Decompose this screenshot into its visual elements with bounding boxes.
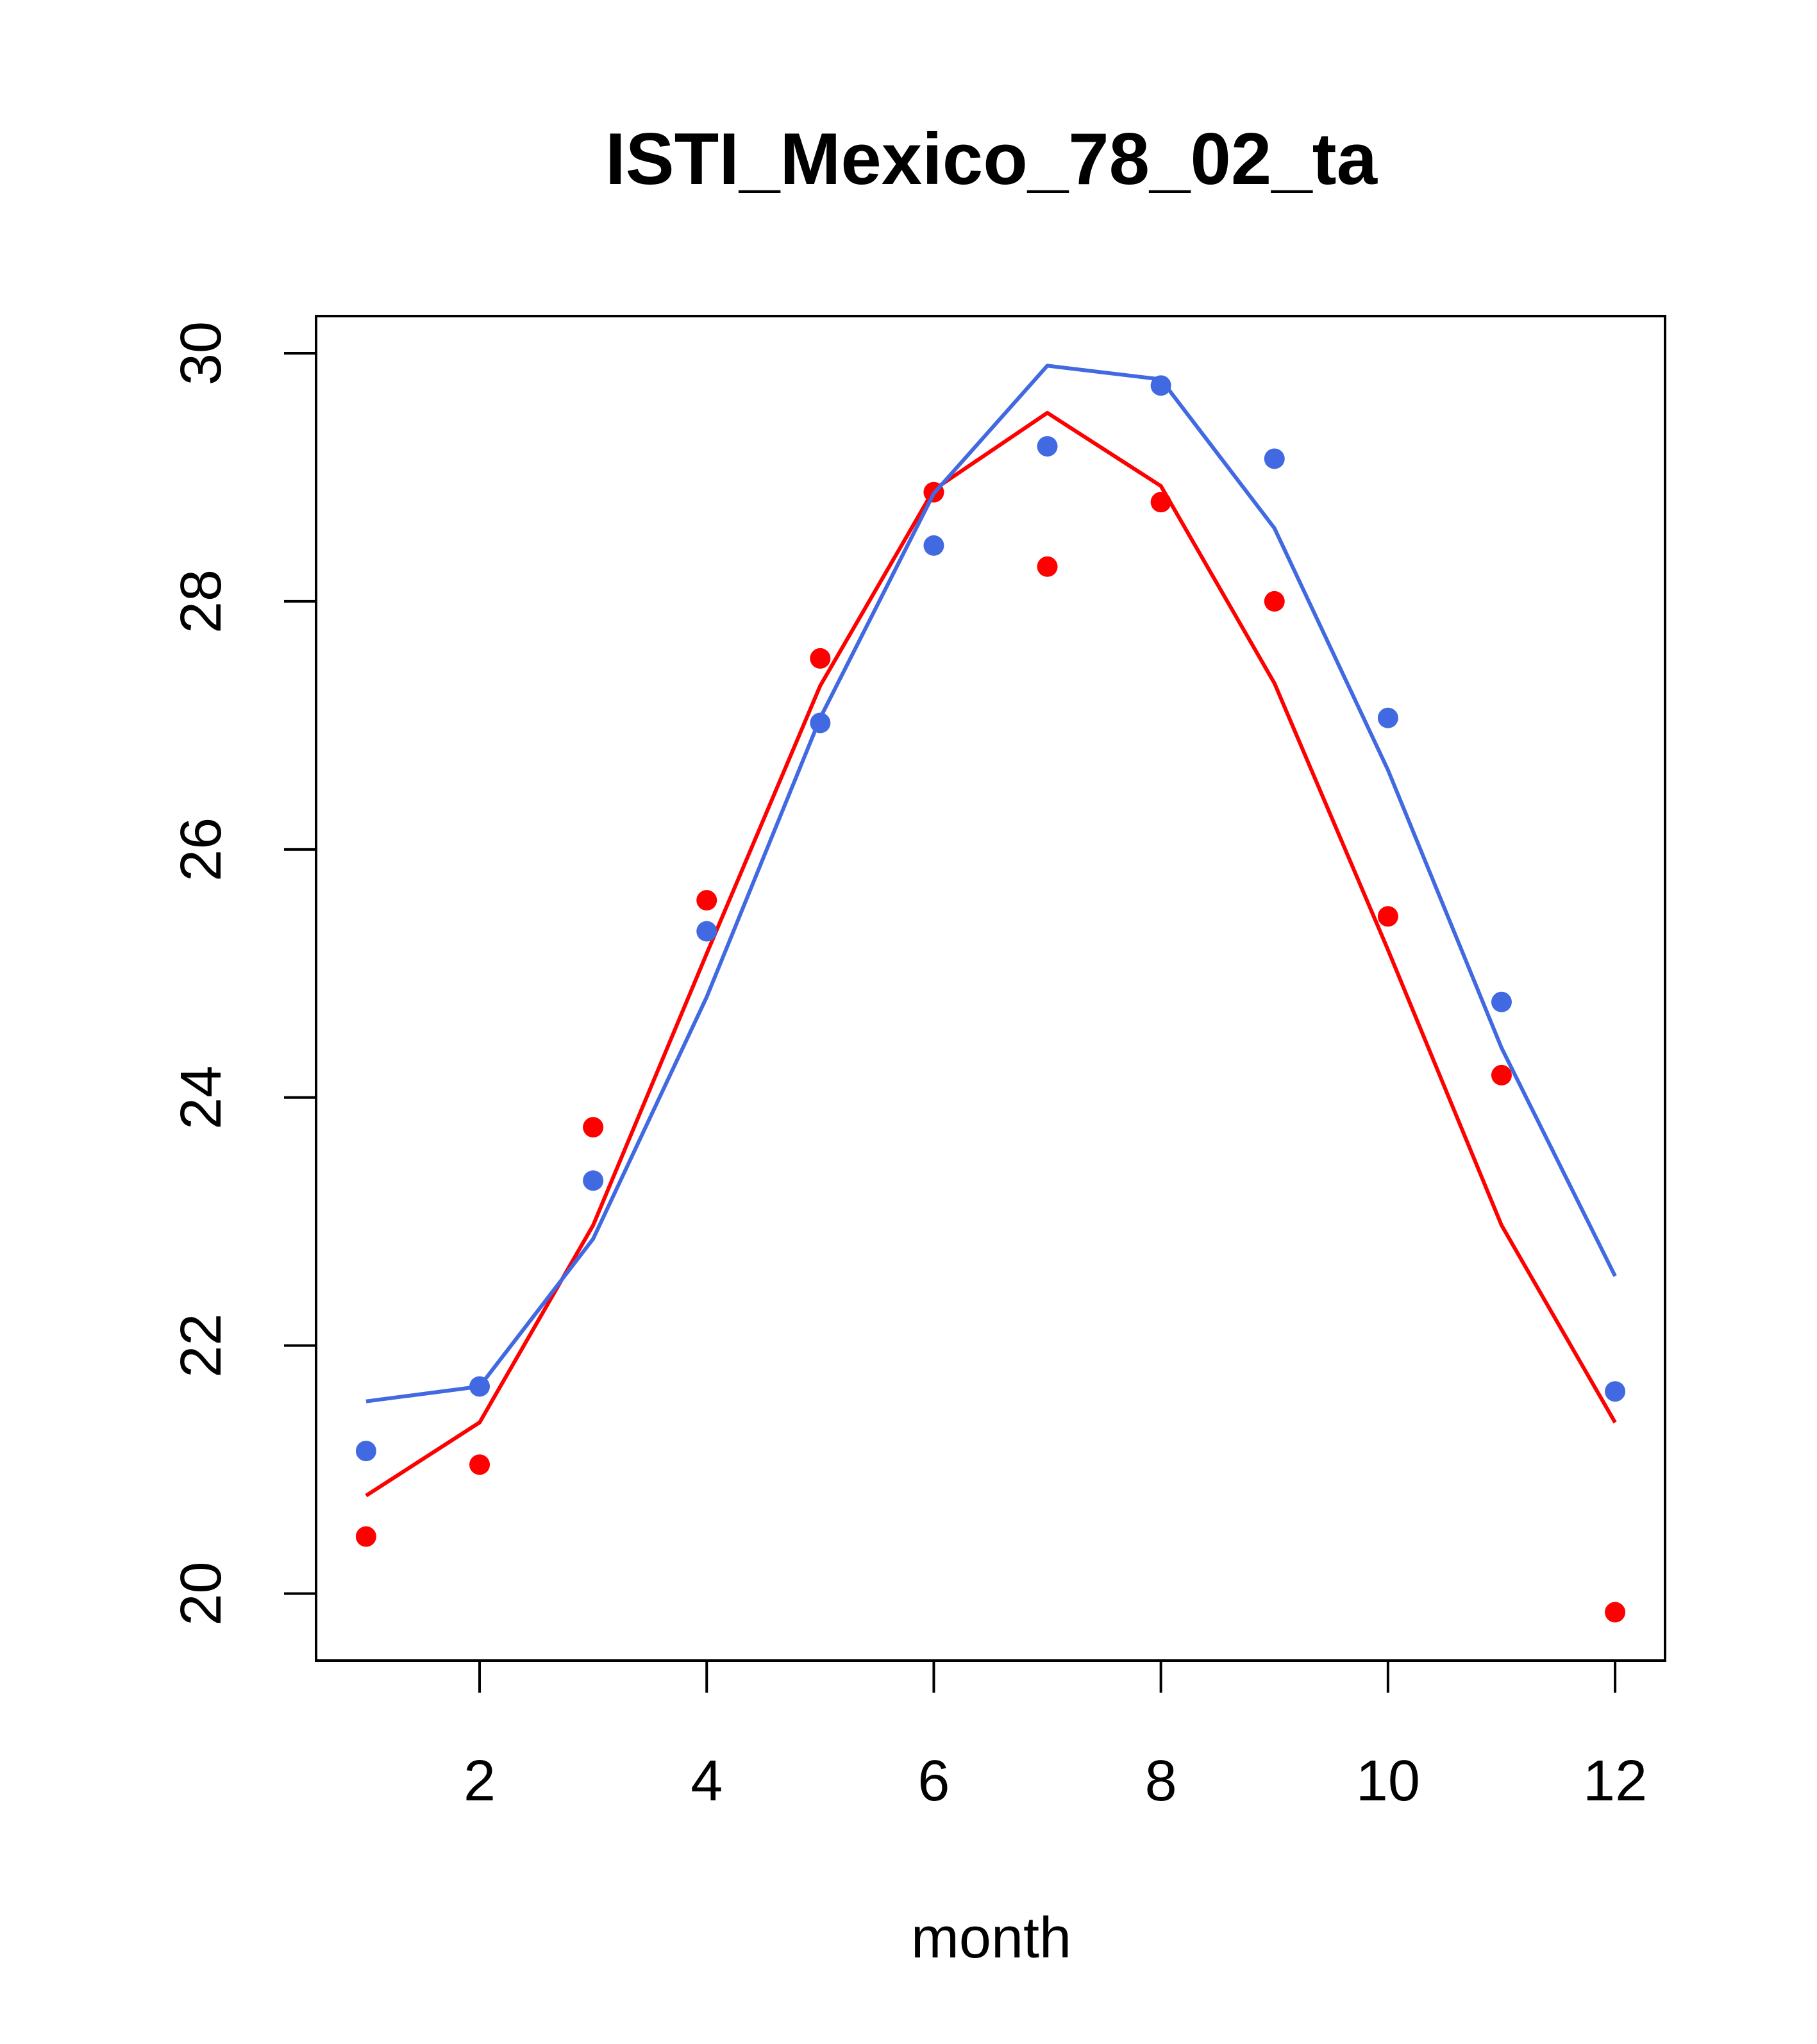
data-point [1037, 436, 1058, 457]
y-tick-label: 30 [169, 321, 233, 385]
data-point [355, 1526, 376, 1547]
x-axis: 2 4 6 8 10 12 [464, 1659, 1647, 1813]
y-tick-label: 24 [169, 1066, 233, 1130]
x-tick-label: 6 [917, 1749, 950, 1813]
chart-title: ISTI_Mexico_78_02_ta [605, 119, 1378, 200]
data-point [923, 535, 944, 556]
plot-frame [315, 315, 1666, 1662]
x-tick-label: 2 [464, 1749, 496, 1813]
data-point [583, 1170, 604, 1191]
data-point [1491, 991, 1512, 1012]
y-tick-label: 28 [169, 569, 233, 633]
data-point [1605, 1602, 1626, 1623]
y-tick-label: 26 [169, 817, 233, 882]
x-tick-label: 8 [1145, 1749, 1177, 1813]
data-point [469, 1376, 490, 1397]
data-point [1264, 591, 1285, 612]
data-point [696, 890, 717, 911]
data-point [355, 1441, 376, 1462]
data-point [1491, 1064, 1512, 1085]
data-point [1377, 707, 1398, 728]
data-point [1150, 492, 1171, 513]
data-point [1037, 556, 1058, 577]
data-point [810, 648, 831, 669]
y-tick-label: 20 [169, 1561, 233, 1625]
series-1 [355, 410, 1626, 1623]
series-line [365, 364, 1617, 1403]
data-point [1264, 448, 1285, 469]
data-point [1150, 375, 1171, 396]
x-axis-label: month [911, 1906, 1071, 1970]
y-tick-label: 22 [169, 1314, 233, 1378]
x-tick-label: 10 [1356, 1749, 1420, 1813]
data-point [810, 712, 831, 733]
y-axis: 20 22 24 26 28 30 [169, 321, 317, 1626]
data-point [1605, 1381, 1626, 1402]
data-point [469, 1454, 490, 1475]
series-layer [355, 364, 1626, 1623]
data-point [696, 921, 717, 942]
x-tick-label: 12 [1583, 1749, 1647, 1813]
data-point [1377, 906, 1398, 927]
x-tick-label: 4 [691, 1749, 723, 1813]
series-line [365, 410, 1617, 1498]
series-2 [355, 364, 1626, 1462]
data-point [583, 1117, 604, 1138]
